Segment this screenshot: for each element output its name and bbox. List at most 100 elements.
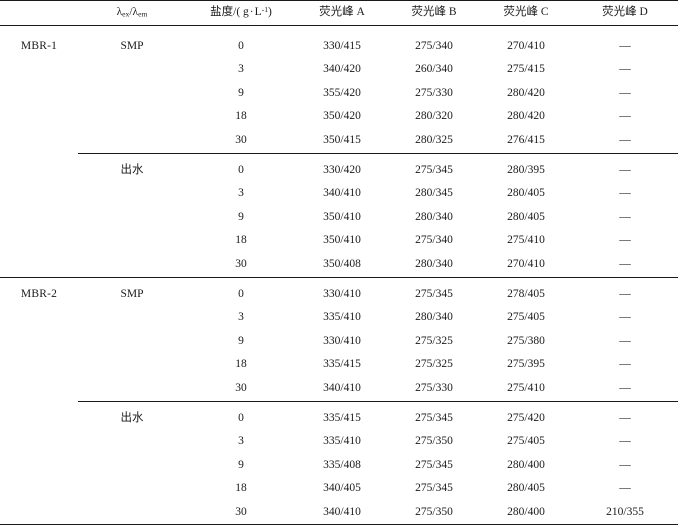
table-header: λex/λem 盐度/( g·L-1) 荧光峰 A 荧光峰 B 荧光峰 C 荧光… [0,1,678,35]
cell-sample-type: SMP [78,283,186,307]
cell-sample-type [78,330,186,354]
cell-salinity: 3 [186,182,296,206]
cell-sample-type [78,229,186,253]
cell-peak-a: 350/410 [296,229,388,253]
cell-peak-d: — [572,454,678,478]
cell-sample-type [78,58,186,82]
cell-peak-b: 275/340 [388,35,480,59]
cell-group [0,377,78,401]
cell-peak-c: 280/400 [480,501,572,525]
cell-peak-b: 275/340 [388,229,480,253]
cell-sample-type [78,82,186,106]
cell-peak-d: — [572,35,678,59]
column-header-peak-d: 荧光峰 D [572,1,678,25]
cell-sample-type [78,501,186,525]
cell-peak-d: — [572,229,678,253]
cell-peak-d: — [572,253,678,277]
cell-sample-type [78,306,186,330]
cell-peak-b: 275/345 [388,407,480,431]
cell-peak-d: — [572,82,678,106]
cell-salinity: 30 [186,129,296,153]
cell-peak-b: 260/340 [388,58,480,82]
cell-peak-c: 275/410 [480,377,572,401]
cell-group: MBR-2 [0,283,78,307]
cell-peak-b: 275/325 [388,330,480,354]
cell-peak-d: — [572,477,678,501]
cell-peak-a: 340/410 [296,501,388,525]
cell-peak-b: 280/325 [388,129,480,153]
cell-peak-b: 280/320 [388,105,480,129]
cell-group [0,82,78,106]
cell-salinity: 30 [186,501,296,525]
cell-sample-type [78,377,186,401]
cell-sample-type: SMP [78,35,186,59]
cell-salinity: 18 [186,353,296,377]
cell-salinity: 0 [186,283,296,307]
salinity-unit-litre: L [255,6,262,18]
cell-salinity: 9 [186,206,296,230]
cell-sample-type [78,477,186,501]
cell-peak-b: 275/345 [388,283,480,307]
cell-group [0,129,78,153]
cell-peak-d: — [572,306,678,330]
cell-peak-d: — [572,105,678,129]
cell-peak-d: — [572,206,678,230]
cell-salinity: 3 [186,430,296,454]
cell-peak-c: 270/410 [480,253,572,277]
cell-peak-a: 340/420 [296,58,388,82]
cell-peak-d: — [572,407,678,431]
cell-peak-d: — [572,129,678,153]
cell-sample-type: 出水 [78,159,186,183]
cell-sample-type [78,105,186,129]
cell-sample-type [78,182,186,206]
cell-sample-type [78,253,186,277]
cell-peak-a: 350/408 [296,253,388,277]
cell-peak-c: 276/415 [480,129,572,153]
column-header-group [0,1,78,25]
cell-group [0,477,78,501]
cell-peak-b: 275/325 [388,353,480,377]
cell-peak-b: 275/345 [388,159,480,183]
cell-group [0,501,78,525]
cell-salinity: 0 [186,407,296,431]
column-header-salinity: 盐度/( g·L-1) [186,1,296,25]
cell-peak-b: 275/350 [388,430,480,454]
cell-peak-b: 275/330 [388,377,480,401]
cell-salinity: 30 [186,377,296,401]
cell-salinity: 3 [186,306,296,330]
cell-sample-type [78,454,186,478]
cell-peak-a: 335/408 [296,454,388,478]
cell-peak-b: 280/340 [388,253,480,277]
cell-peak-d: — [572,377,678,401]
cell-peak-a: 350/420 [296,105,388,129]
cell-peak-a: 330/415 [296,35,388,59]
cell-peak-c: 275/410 [480,229,572,253]
header-spacer [0,26,678,35]
cell-peak-c: 280/420 [480,82,572,106]
cell-sample-type [78,129,186,153]
cell-peak-c: 270/410 [480,35,572,59]
cell-peak-a: 350/410 [296,206,388,230]
cell-peak-b: 280/340 [388,306,480,330]
cell-peak-a: 330/410 [296,330,388,354]
lambda-separator: /λ [129,6,138,18]
cell-peak-a: 335/415 [296,407,388,431]
cell-peak-d: 210/355 [572,501,678,525]
cell-group [0,229,78,253]
cell-peak-c: 275/405 [480,306,572,330]
salinity-label-suffix: ) [268,6,272,18]
cell-peak-c: 278/405 [480,283,572,307]
cell-peak-c: 280/395 [480,159,572,183]
cell-peak-c: 280/400 [480,454,572,478]
